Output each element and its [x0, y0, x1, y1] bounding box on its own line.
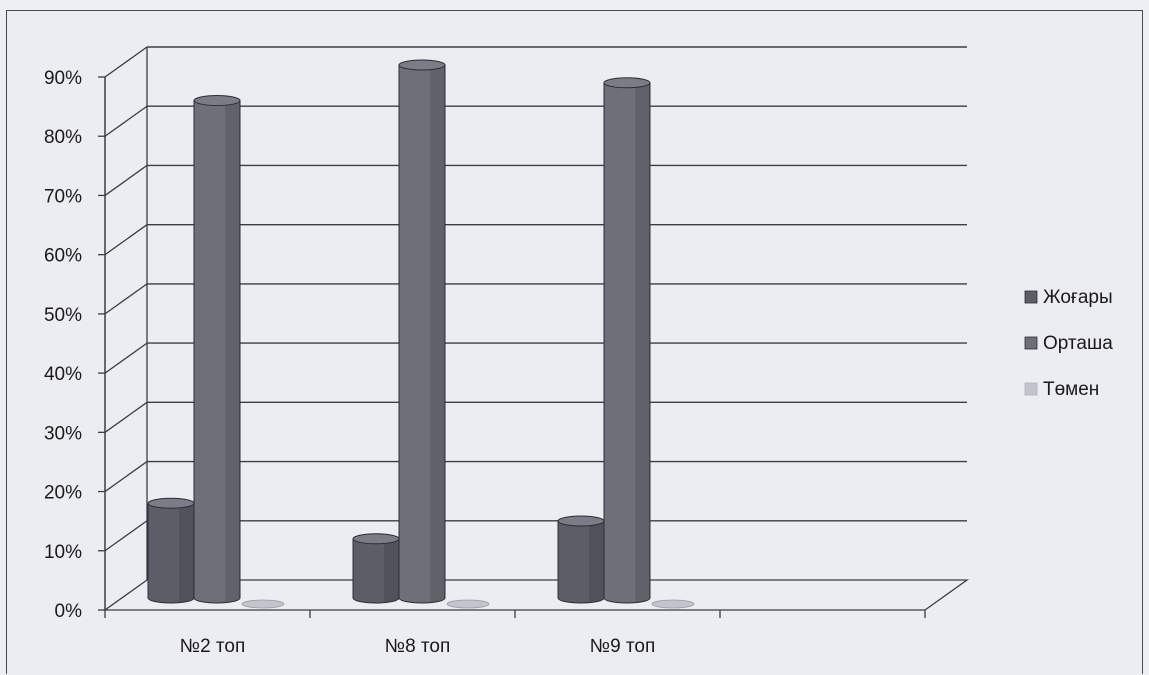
gridline-depth: [105, 284, 147, 314]
gridline-depth: [105, 402, 147, 432]
x-tick-label: №8 топ: [385, 636, 451, 657]
gridline-depth: [105, 225, 147, 255]
y-tick-label: 70%: [44, 186, 82, 207]
x-tick-label: №2 топ: [180, 636, 246, 657]
legend-label: Жоғары: [1043, 287, 1113, 308]
y-tick-label: 60%: [44, 246, 82, 267]
gridline-depth: [105, 343, 147, 373]
legend-swatch: [1025, 383, 1037, 395]
bar: [353, 534, 399, 603]
x-tick-label: №9 топ: [590, 636, 656, 657]
gridline-depth: [105, 106, 147, 136]
gridline-depth: [105, 462, 147, 492]
gridline-depth: [105, 165, 147, 195]
bar-shade: [384, 539, 399, 602]
bar-shade: [589, 521, 604, 602]
legend-swatch: [1025, 291, 1037, 303]
y-tick-label: 10%: [44, 542, 82, 563]
y-tick-label: 90%: [44, 68, 82, 89]
y-tick-label: 40%: [44, 364, 82, 385]
legend: Жоғары Орташа Төмен: [1025, 287, 1113, 400]
bar: [194, 96, 240, 603]
bar-top: [353, 534, 399, 544]
bar: [652, 600, 694, 608]
bar: [447, 600, 489, 608]
legend-label: Төмен: [1043, 379, 1099, 400]
y-tick-label: 50%: [44, 305, 82, 326]
y-tick-label: 30%: [44, 423, 82, 444]
legend-swatch: [1025, 337, 1037, 349]
y-tick-label: 20%: [44, 483, 82, 504]
bar-top: [399, 60, 445, 70]
bar: [558, 516, 604, 603]
bar-top: [148, 498, 194, 508]
bar-shade: [430, 65, 445, 602]
gridline-depth: [105, 47, 147, 77]
y-tick-label: 80%: [44, 127, 82, 148]
bar-top: [558, 516, 604, 526]
bar: [242, 600, 284, 608]
bar: [148, 498, 194, 603]
bar-shade: [635, 83, 650, 602]
bar-shade: [179, 503, 194, 602]
bar-top: [194, 96, 240, 106]
bar: [399, 60, 445, 603]
bar-shade: [225, 101, 240, 602]
bars: [148, 60, 694, 608]
y-tick-label: 0%: [55, 601, 83, 622]
bar: [604, 78, 650, 603]
gridline-depth: [105, 521, 147, 551]
legend-label: Орташа: [1043, 333, 1113, 354]
bar-top: [604, 78, 650, 88]
